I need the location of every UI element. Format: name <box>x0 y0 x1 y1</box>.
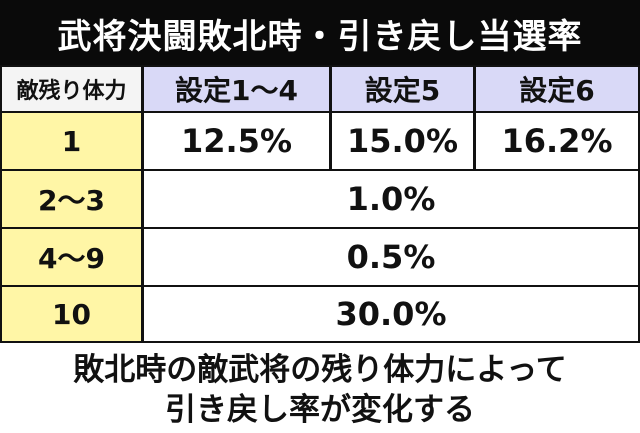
title-bar: 武将決闘敗北時・引き戻し当選率 <box>0 0 640 66</box>
footer-line: 敗北時の敵武将の残り体力によって <box>73 352 567 388</box>
rate-cell: 16.2% <box>474 111 640 171</box>
column-header: 設定6 <box>474 65 640 113</box>
column-header: 敵残り体力 <box>0 65 143 113</box>
rate-cell: 30.0% <box>142 285 640 343</box>
rate-cell: 1.0% <box>142 169 640 229</box>
column-header: 設定5 <box>330 65 475 113</box>
footer-line: 引き戻し率が変化する <box>165 392 475 428</box>
rate-cell: 0.5% <box>142 227 640 287</box>
row-label: 10 <box>0 285 143 343</box>
rate-cell: 12.5% <box>142 111 331 171</box>
row-label: 4〜9 <box>0 227 143 287</box>
column-header: 設定1〜4 <box>142 65 331 113</box>
row-label: 1 <box>0 111 143 171</box>
rate-cell: 15.0% <box>330 111 475 171</box>
row-label: 2〜3 <box>0 169 143 229</box>
